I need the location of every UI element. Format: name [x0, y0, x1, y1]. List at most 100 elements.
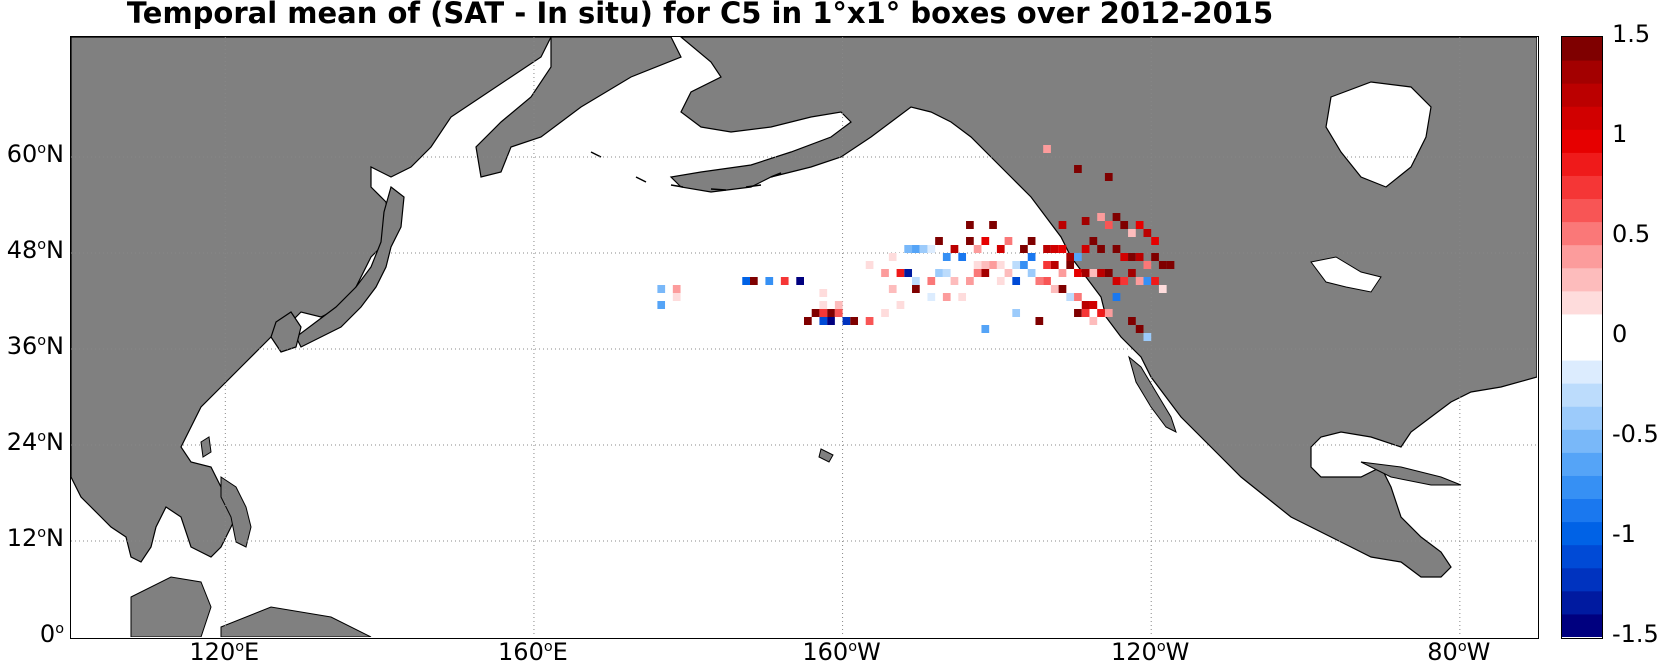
data-cell	[1081, 245, 1090, 253]
data-cell	[834, 301, 843, 309]
data-cell	[672, 293, 681, 301]
colorbar-segment	[1562, 175, 1602, 200]
data-cell	[1112, 293, 1121, 301]
north-america-landmass	[669, 37, 1537, 578]
data-cell	[819, 301, 828, 309]
data-cell	[996, 277, 1005, 285]
data-cell	[1074, 165, 1082, 173]
data-cell	[657, 285, 666, 293]
data-cell	[1166, 261, 1175, 269]
data-cell	[1143, 333, 1152, 341]
data-cell	[919, 269, 928, 277]
data-cell	[912, 245, 920, 253]
colorbar-segment	[1562, 337, 1602, 361]
data-cell	[896, 301, 905, 309]
data-cell	[973, 261, 982, 269]
data-cell	[958, 253, 967, 261]
map-canvas	[71, 37, 1537, 637]
data-cells	[657, 145, 1175, 341]
colorbar-segment	[1562, 406, 1602, 430]
colorbar-segment	[1562, 83, 1602, 107]
philippines	[220, 476, 252, 548]
data-cell	[1020, 245, 1028, 253]
data-cell	[865, 261, 874, 269]
data-cell	[973, 269, 982, 277]
great-lakes	[1310, 256, 1382, 293]
colorbar-segment	[1562, 521, 1602, 546]
taiwan	[200, 436, 212, 458]
hudson-bay	[1325, 81, 1432, 188]
data-cell	[1097, 309, 1105, 317]
data-cell	[1074, 269, 1082, 277]
data-cell	[1151, 253, 1159, 261]
data-cell	[1081, 301, 1090, 309]
data-cell	[1104, 269, 1113, 277]
data-cell	[1112, 245, 1121, 253]
colorbar-tick-label: 1.5	[1612, 20, 1651, 48]
data-cell	[1043, 245, 1051, 253]
data-cell	[1112, 213, 1121, 221]
data-cell	[1089, 269, 1098, 277]
colorbar-tick-label: -1	[1612, 520, 1636, 548]
data-cell	[1004, 269, 1013, 277]
data-cell	[1043, 261, 1051, 269]
data-cell	[1158, 285, 1167, 293]
data-cell	[1135, 221, 1144, 229]
borneo	[130, 576, 212, 637]
data-cell	[912, 277, 920, 285]
data-cell	[1035, 317, 1044, 325]
data-cell	[1066, 293, 1075, 301]
lon-tick-label: 160oW	[802, 638, 881, 666]
colorbar-tick-label: -1.5	[1612, 620, 1659, 648]
data-cell	[981, 325, 990, 333]
data-cell	[1058, 221, 1067, 229]
data-cell	[780, 277, 789, 285]
colorbar-segment	[1562, 498, 1602, 523]
colorbar-segment	[1562, 590, 1602, 615]
korea	[270, 311, 302, 353]
colorbar-segment	[1562, 452, 1602, 476]
data-cell	[1128, 269, 1136, 277]
data-cell	[765, 277, 774, 285]
graticule	[71, 37, 1537, 637]
data-cell	[1143, 277, 1152, 285]
data-cell	[819, 309, 828, 317]
data-cell	[834, 309, 843, 317]
data-cell	[942, 293, 951, 301]
data-cell	[749, 277, 758, 285]
data-cell	[1089, 317, 1098, 325]
colorbar-tick-label: -0.5	[1612, 420, 1659, 448]
data-cell	[1120, 221, 1129, 229]
data-cell	[657, 301, 666, 309]
data-cell	[996, 261, 1005, 269]
data-cell	[989, 221, 997, 229]
data-cell	[672, 285, 681, 293]
lat-tick-label: 0o	[39, 620, 64, 648]
data-cell	[665, 301, 673, 309]
data-cell	[1035, 277, 1044, 285]
lon-tick-label: 160oE	[498, 638, 568, 666]
colorbar-segment	[1562, 129, 1602, 153]
data-cell	[1081, 269, 1090, 277]
data-cell	[896, 269, 905, 277]
data-cell	[1027, 253, 1036, 261]
data-cell	[942, 269, 951, 277]
data-cell	[1043, 277, 1051, 285]
data-cell	[1135, 253, 1144, 261]
data-cell	[819, 317, 828, 325]
colorbar-segment	[1562, 429, 1602, 453]
data-cell	[1143, 229, 1152, 237]
data-cell	[1104, 221, 1113, 229]
data-cell	[973, 245, 982, 253]
data-cell	[811, 309, 820, 317]
data-cell	[1081, 309, 1090, 317]
data-cell	[1151, 277, 1159, 285]
data-cell	[804, 317, 812, 325]
data-cell	[1074, 253, 1082, 261]
colorbar-segment	[1562, 198, 1602, 223]
data-cell	[896, 253, 905, 261]
colorbar	[1561, 36, 1603, 639]
data-cell	[796, 277, 804, 285]
colorbar-segment	[1562, 313, 1602, 338]
